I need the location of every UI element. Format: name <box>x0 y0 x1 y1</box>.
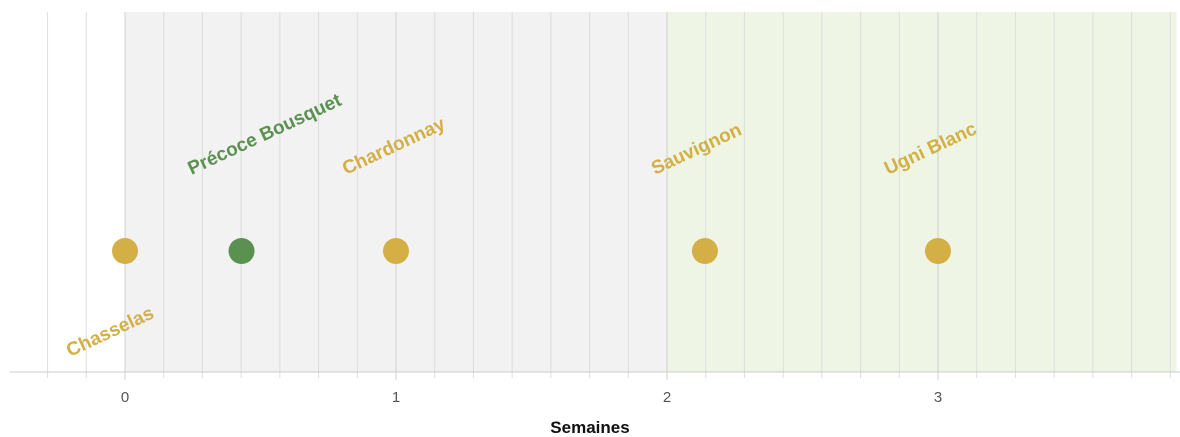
band-1 <box>667 12 1177 372</box>
x-tick-label: 0 <box>121 389 129 406</box>
data-point <box>228 238 255 264</box>
data-point <box>925 238 951 264</box>
background-bands <box>125 12 1177 372</box>
data-point <box>691 238 718 264</box>
data-point <box>112 238 138 264</box>
data-point <box>383 238 409 264</box>
x-tick-label: 1 <box>392 389 400 406</box>
x-axis-title: Semaines <box>550 418 629 437</box>
x-axis-ticks: 0 1 2 3 <box>121 389 942 406</box>
grid-lines <box>47 12 1171 380</box>
x-tick-label: 3 <box>934 389 942 406</box>
x-tick-label: 2 <box>663 389 671 406</box>
data-points <box>112 238 951 264</box>
